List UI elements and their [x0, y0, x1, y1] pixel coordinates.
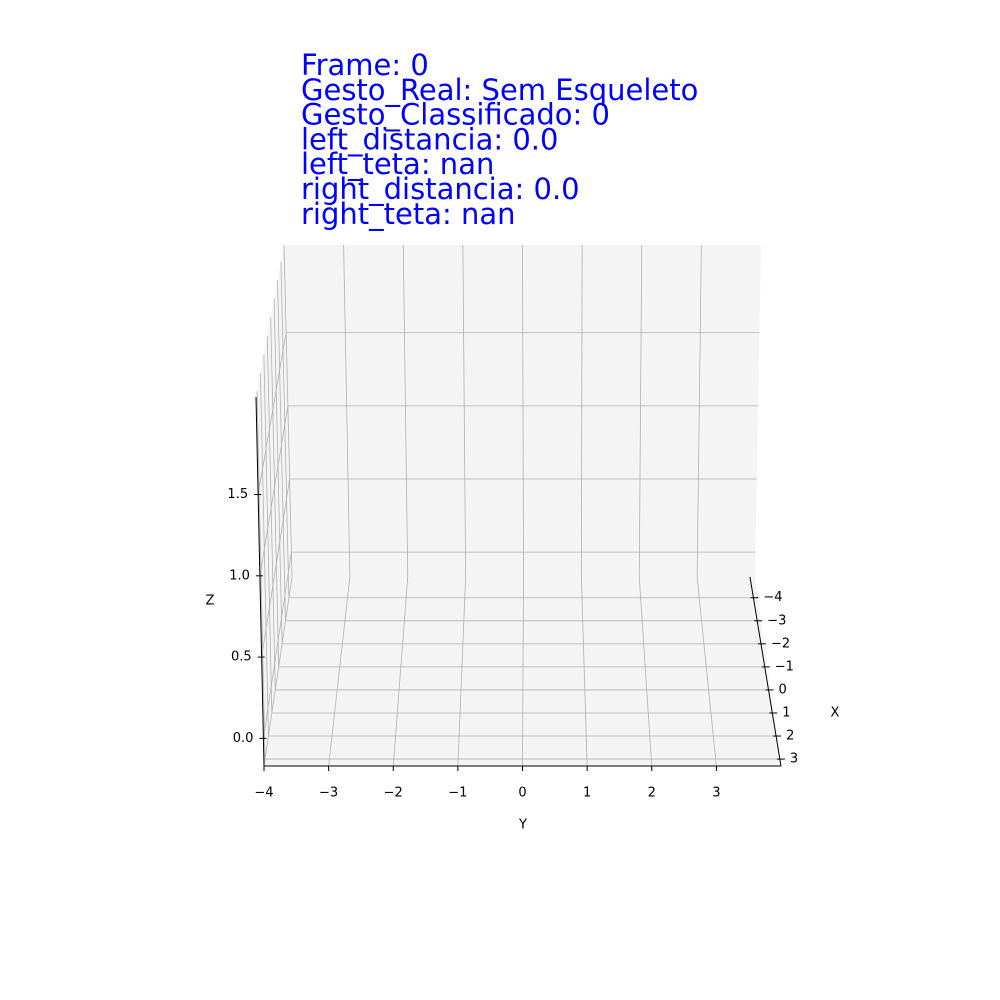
- grid-line: [402, 244, 409, 578]
- grid-line: [273, 298, 283, 644]
- grid-line: [328, 576, 351, 767]
- grid-line: [696, 244, 702, 578]
- z-tick-label: 1.0: [229, 568, 250, 583]
- x-tick-label: 2: [786, 729, 794, 744]
- grid-line: [392, 576, 409, 767]
- grid-line: [257, 332, 287, 495]
- x-tick-label: 1: [782, 705, 790, 720]
- grid-line: [522, 244, 524, 578]
- y-tick-label: 1: [583, 786, 591, 801]
- grid-line: [280, 261, 290, 598]
- y-tick-label: −4: [254, 786, 273, 801]
- annotation: right_distancia: 0.0: [301, 172, 580, 206]
- grid-line: [522, 576, 524, 767]
- y-tick-label: 3: [712, 786, 720, 801]
- x-tick-label: −2: [771, 636, 790, 651]
- grid-line: [580, 244, 583, 578]
- annotation: left_distancia: 0.0: [301, 122, 558, 156]
- grid-line: [462, 244, 467, 578]
- z-axis-label: Z: [206, 594, 215, 609]
- grid-line: [263, 354, 273, 713]
- y-tick-label: 2: [648, 786, 656, 801]
- x-axis-label: X: [831, 706, 840, 721]
- z-axis-line: [255, 396, 265, 767]
- grid-line: [260, 372, 269, 737]
- annotation: Gesto_Classificado: 0: [301, 98, 610, 132]
- z-tick-label: 0.5: [231, 650, 252, 665]
- floor-pane: [264, 577, 781, 766]
- annotation: Frame: 0: [301, 48, 429, 82]
- grid-line: [638, 576, 653, 767]
- grid-line: [457, 576, 467, 767]
- y-tick-label: −2: [384, 786, 403, 801]
- z-tick-label: 0.0: [233, 731, 254, 746]
- grid-line: [259, 405, 289, 576]
- x-tick-label: −4: [763, 590, 782, 605]
- annotation: right_teta: nan: [301, 197, 516, 231]
- annotation: left_teta: nan: [301, 147, 494, 181]
- y-tick-label: −1: [448, 786, 467, 801]
- grid-line: [270, 317, 280, 667]
- x-tick-label: 0: [779, 682, 787, 697]
- y-tick-label: 0: [518, 786, 526, 801]
- grid-line: [343, 244, 351, 578]
- grid-line: [261, 478, 291, 658]
- x-axis-line: [749, 576, 782, 767]
- y-tick-label: −3: [319, 786, 338, 801]
- annotation: Gesto_Real: Sem Esqueleto: [301, 73, 698, 107]
- grid-line: [277, 280, 286, 621]
- grid-line: [283, 244, 293, 578]
- x-tick-label: −1: [775, 659, 794, 674]
- grid-line: [580, 576, 588, 767]
- grid-line: [638, 244, 643, 578]
- back-pane: [284, 245, 761, 577]
- x-tick-label: −3: [767, 613, 786, 628]
- y-axis-label: Y: [518, 818, 527, 833]
- grid-line: [266, 335, 276, 690]
- z-tick-label: 1.5: [227, 487, 248, 502]
- grid-line: [256, 391, 266, 760]
- grid-line: [696, 576, 717, 767]
- grid-line: [263, 552, 292, 739]
- x-tick-label: 3: [790, 752, 798, 767]
